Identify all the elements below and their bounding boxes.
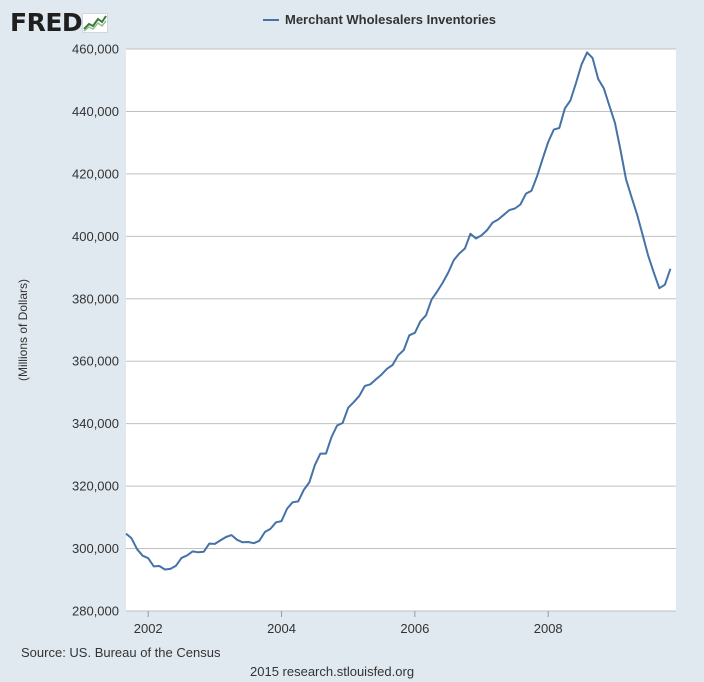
- y-axis-title: (Millions of Dollars): [16, 279, 30, 381]
- y-tick-label: 400,000: [72, 229, 119, 244]
- x-tick-label: 2006: [400, 621, 429, 636]
- y-tick-label: 360,000: [72, 354, 119, 369]
- legend-label: Merchant Wholesalers Inventories: [285, 12, 496, 27]
- x-tick-label: 2004: [267, 621, 296, 636]
- x-tick-labels: 2002 2004 2006 2008: [134, 611, 563, 636]
- plot-background: [126, 49, 676, 611]
- credit-note[interactable]: 2015 research.stlouisfed.org: [250, 664, 415, 679]
- y-tick-label: 380,000: [72, 291, 119, 306]
- y-tick-label: 280,000: [72, 604, 119, 619]
- y-tick-label: 460,000: [72, 42, 119, 57]
- legend-swatch: [263, 18, 279, 21]
- x-tick-label: 2008: [534, 621, 563, 636]
- y-tick-label: 300,000: [72, 541, 119, 556]
- fred-logo[interactable]: FRED: [10, 8, 109, 37]
- chart-legend: Merchant Wholesalers Inventories: [263, 12, 496, 27]
- grid-lines: [126, 48, 676, 612]
- series-line: [125, 51, 672, 571]
- y-tick-label: 320,000: [72, 479, 119, 494]
- y-tick-labels: 280,000 300,000 320,000 340,000 360,000 380,0…: [72, 42, 119, 619]
- logo-text: FRED: [10, 8, 83, 37]
- chart-graph-icon: [82, 12, 109, 33]
- y-tick-label: 420,000: [72, 166, 119, 181]
- y-tick-label: 340,000: [72, 416, 119, 431]
- y-tick-label: 440,000: [72, 104, 119, 119]
- source-note: Source: US. Bureau of the Census: [21, 645, 221, 660]
- x-tick-label: 2002: [134, 621, 163, 636]
- series-layer: [125, 51, 672, 571]
